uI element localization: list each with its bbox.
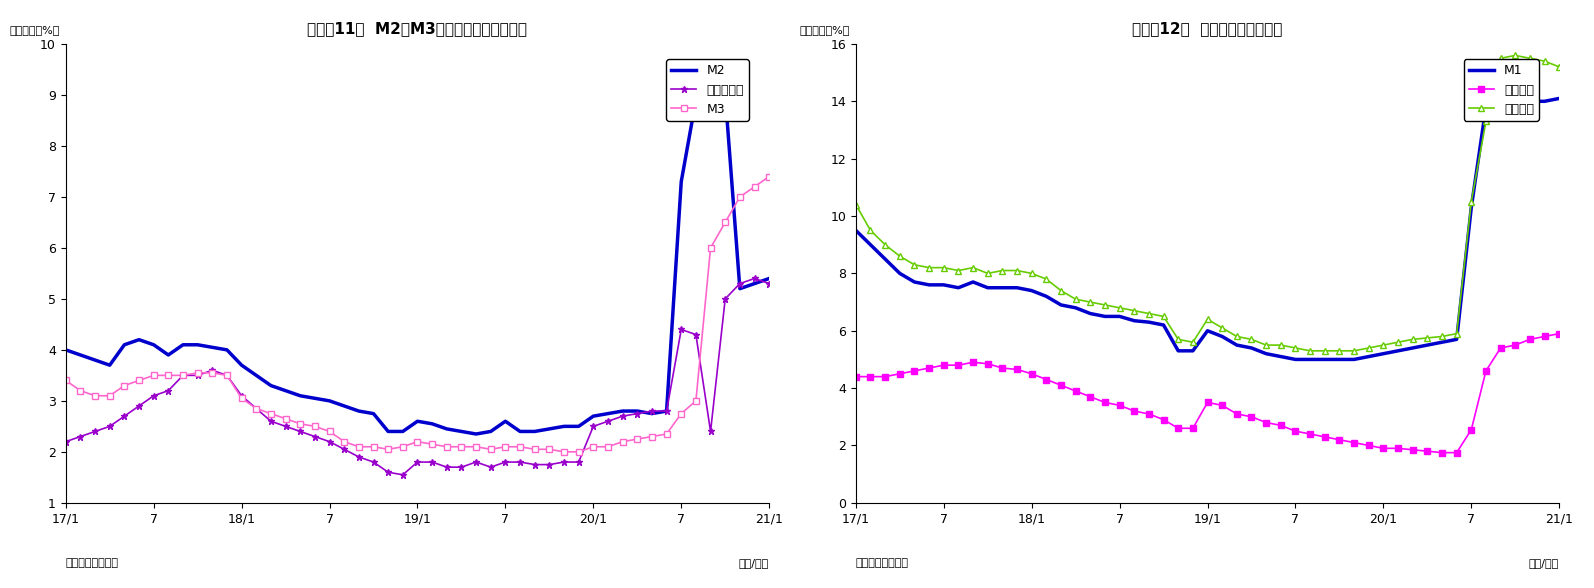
預金通貨 [1344,348,1363,355]
M2 [524,428,544,435]
広義流動性 [261,417,281,425]
預金通貨 [1447,330,1466,337]
現金通貨 [1447,449,1466,456]
M1 [1447,336,1466,343]
Title: （図表12）  現金・預金の伸び率: （図表12） 現金・預金の伸び率 [1132,21,1283,36]
Line: M2: M2 [65,69,827,434]
Line: 預金通貨: 預金通貨 [853,49,1594,355]
M2 [657,407,676,415]
預金通貨 [1052,287,1071,294]
Legend: M1, 現金通貨, 預金通貨: M1, 現金通貨, 預金通貨 [1463,59,1538,121]
広義流動性 [510,459,529,466]
Text: （年/月）: （年/月） [740,558,770,568]
預金通貨 [1315,348,1334,355]
M1 [846,227,866,234]
M3 [540,446,559,453]
Text: （前年比、%）: （前年比、%） [10,25,61,35]
現金通貨 [1535,333,1554,340]
M2 [467,430,486,437]
広義流動性 [555,459,574,466]
M2 [56,346,75,353]
現金通貨 [1286,427,1305,435]
M3 [657,430,676,437]
M1 [1301,356,1320,363]
Text: （年/月）: （年/月） [1529,558,1559,568]
預金通貨 [1286,345,1305,352]
Line: M3: M3 [64,143,830,455]
広義流動性 [744,275,764,282]
広義流動性 [524,461,544,468]
広義流動性 [56,438,75,445]
M2 [261,382,281,389]
現金通貨 [1301,430,1320,437]
Text: （前年比、%）: （前年比、%） [800,25,850,35]
M3 [818,142,837,149]
M3 [261,410,281,417]
Line: 現金通貨: 現金通貨 [853,325,1594,456]
預金通貨 [846,201,866,208]
M1 [1315,356,1334,363]
M2 [510,428,529,435]
M3 [510,443,529,450]
M3 [496,443,515,450]
Text: （資料）日本銀行: （資料）日本銀行 [65,558,120,568]
M1 [1286,356,1305,363]
M2 [818,66,837,73]
預金通貨 [1535,58,1554,65]
現金通貨 [1052,382,1071,389]
Text: （資料）日本銀行: （資料）日本銀行 [856,558,909,568]
広義流動性 [657,407,676,415]
広義流動性 [818,245,837,252]
M3 [56,377,75,384]
現金通貨 [1433,449,1452,456]
Line: 広義流動性: 広義流動性 [62,245,830,478]
Line: M1: M1 [856,87,1594,359]
現金通貨 [1329,436,1349,443]
M1 [1052,302,1071,309]
Title: （図表11）  M2、M3、広義流動性の伸び率: （図表11） M2、M3、広義流動性の伸び率 [308,21,528,36]
M1 [1535,98,1554,105]
M3 [555,448,574,455]
M2 [744,280,764,287]
Legend: M2, 広義流動性, M3: M2, 広義流動性, M3 [666,59,749,121]
広義流動性 [394,471,413,478]
M3 [744,183,764,191]
M1 [1344,356,1363,363]
M2 [555,423,574,430]
預金通貨 [1301,348,1320,355]
現金通貨 [846,373,866,380]
